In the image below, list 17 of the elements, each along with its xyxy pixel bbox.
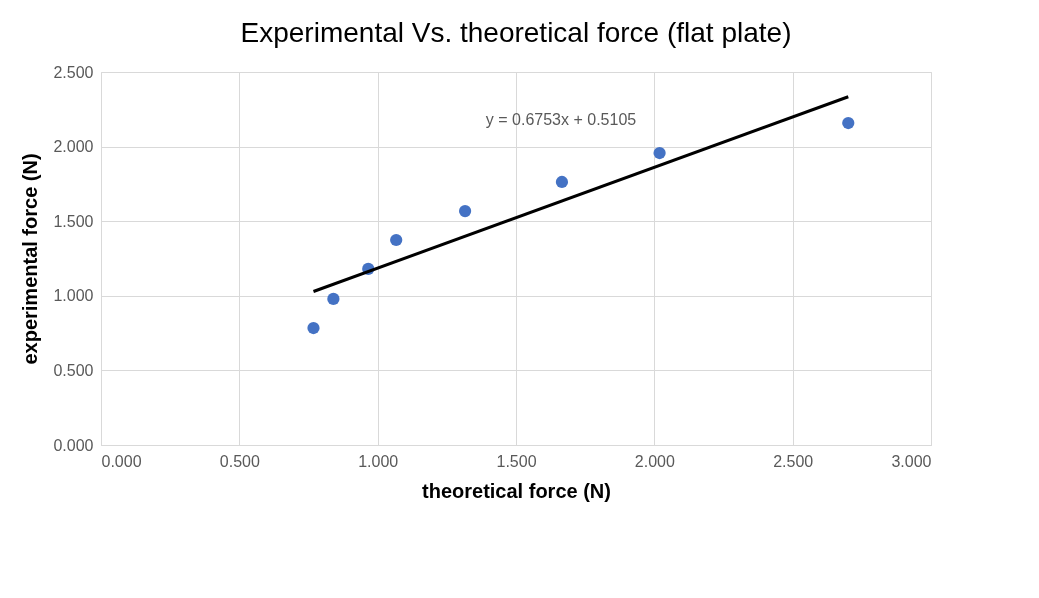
x-tick-label: 3.000 — [891, 452, 932, 470]
y-tick-label: 0.500 — [53, 361, 94, 379]
x-axis-title: theoretical force (N) — [422, 479, 611, 502]
x-tick-label: 0.000 — [101, 452, 142, 470]
x-tick-label: 1.500 — [496, 452, 537, 470]
chart-title: Experimental Vs. theoretical force (flat plate) — [240, 17, 792, 48]
x-tick-label: 1.000 — [358, 452, 399, 470]
y-tick-label: 1.500 — [53, 212, 94, 230]
y-tick-label: 2.000 — [53, 138, 94, 156]
y-tick-label: 0.000 — [53, 436, 94, 454]
annotation: y = 0.6753x + 0.5105 — [485, 111, 637, 128]
y-tick-label: 1.000 — [53, 287, 94, 305]
y-axis-title: experimental force (N) — [19, 153, 42, 365]
x-tick-label: 0.500 — [219, 452, 260, 470]
y-tick-label: 2.500 — [53, 63, 94, 81]
x-tick-label: 2.500 — [773, 452, 814, 470]
x-tick-label: 2.000 — [634, 452, 675, 470]
